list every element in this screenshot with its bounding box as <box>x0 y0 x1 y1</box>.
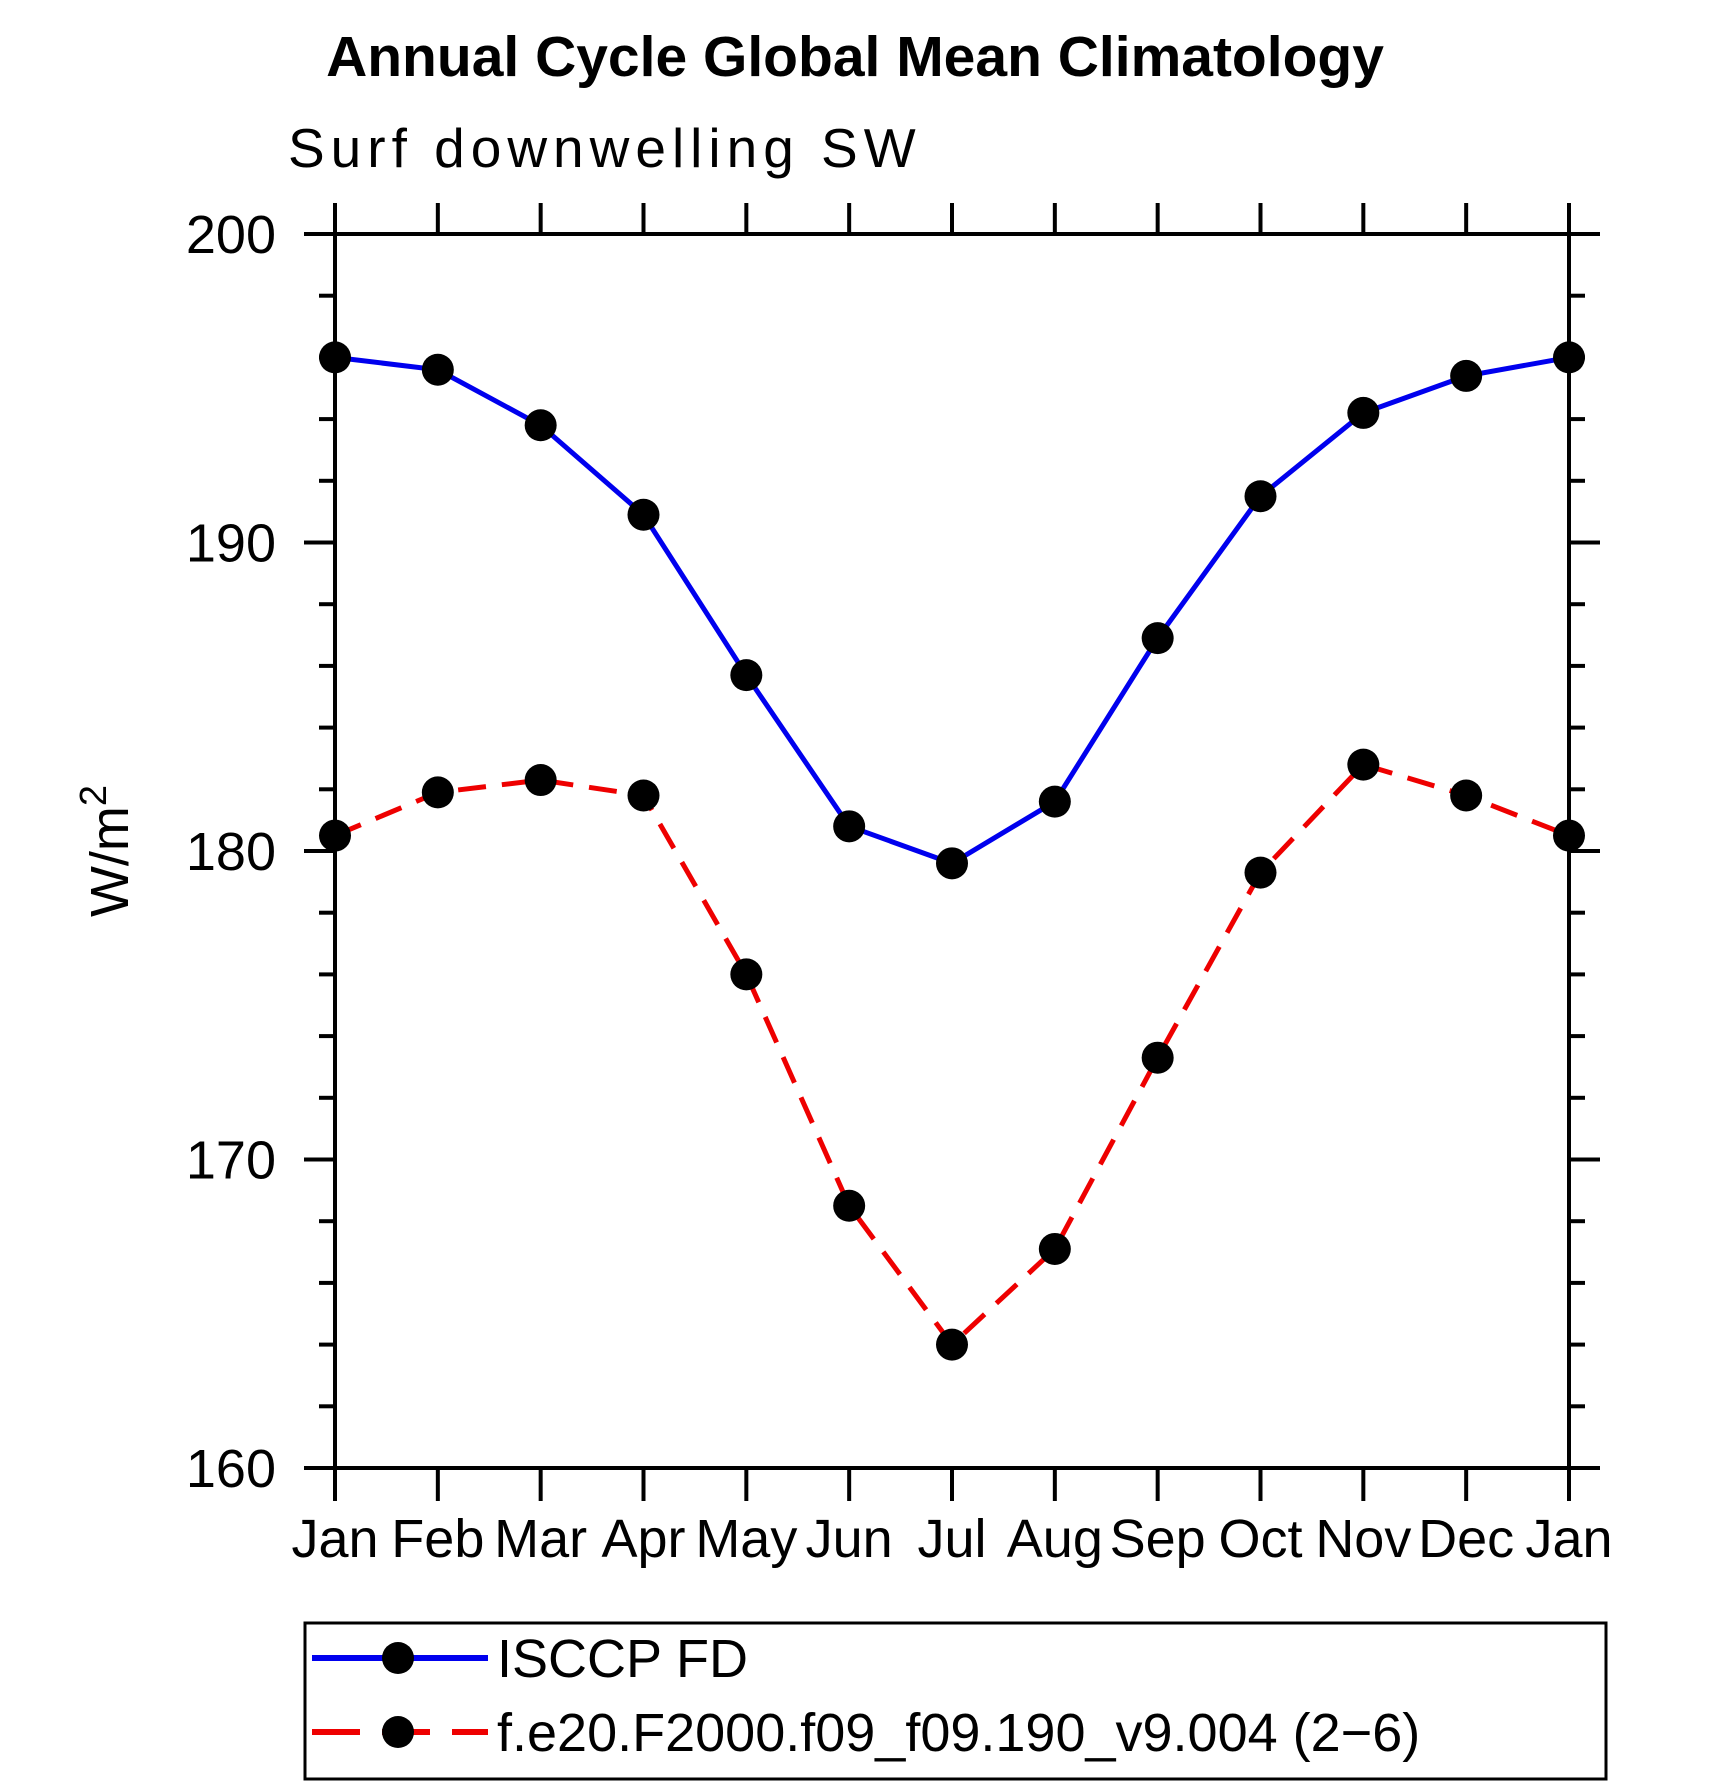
legend-marker-icon <box>382 1642 414 1674</box>
data-point-marker <box>833 1189 866 1222</box>
data-point-marker <box>524 409 557 442</box>
legend-label-model: f.e20.F2000.f09_f09.190_v9.004 (2−6) <box>497 1703 1420 1763</box>
x-tick-label: Jan <box>291 1509 378 1569</box>
y-tick-label: 170 <box>186 1131 276 1191</box>
x-axis-tick-labels: Jan Feb Mar Apr May Jun Jul Aug Sep Oct Nov Dec Jan <box>291 1509 1612 1569</box>
legend-marker-icon <box>382 1716 414 1748</box>
data-point-marker <box>1553 819 1585 852</box>
x-tick-label: Jul <box>917 1509 986 1569</box>
x-tick-label: Apr <box>601 1509 685 1569</box>
y-tick-label: 200 <box>186 205 276 265</box>
chart-title: Annual Cycle Global Mean Climatology <box>326 25 1384 89</box>
data-point-marker <box>936 1328 968 1361</box>
series-0-line <box>334 354 1570 867</box>
x-tick-label: Sep <box>1110 1509 1206 1569</box>
chart-subtitle: Surf downwelling SW <box>288 117 922 179</box>
data-point-marker <box>1450 779 1483 812</box>
series-1 <box>319 748 1585 1361</box>
x-tick-label: Aug <box>1007 1509 1103 1569</box>
series-0 <box>319 341 1585 880</box>
data-point-marker <box>1244 856 1277 889</box>
data-point-marker <box>730 958 763 991</box>
x-tick-label: Nov <box>1315 1509 1411 1569</box>
x-tick-label: Oct <box>1218 1509 1302 1569</box>
data-point-marker <box>833 810 866 843</box>
x-tick-label: Mar <box>494 1509 587 1569</box>
data-point-marker <box>1347 396 1380 429</box>
data-point-marker <box>524 764 557 797</box>
data-point-marker <box>627 779 660 812</box>
data-point-marker <box>1553 341 1585 374</box>
data-point-marker <box>1141 1041 1174 1074</box>
x-tick-label: Jan <box>1525 1509 1612 1569</box>
y-tick-label: 190 <box>186 514 276 574</box>
y-tick-label: 180 <box>186 822 276 882</box>
x-tick-label: Jun <box>806 1509 893 1569</box>
data-point-marker <box>1038 1232 1071 1265</box>
data-point-marker <box>627 498 660 531</box>
legend-box <box>303 1621 1608 1781</box>
data-point-marker <box>319 341 351 374</box>
data-point-marker <box>421 353 454 386</box>
legend-label-isccp: ISCCP FD <box>497 1629 748 1689</box>
data-point-marker <box>730 659 763 692</box>
data-point-marker <box>319 819 351 852</box>
x-tick-label: Dec <box>1418 1509 1514 1569</box>
data-point-marker <box>1347 748 1380 781</box>
data-point-marker <box>1450 359 1483 392</box>
x-tick-label: May <box>695 1509 797 1569</box>
x-tick-label: Feb <box>391 1509 484 1569</box>
data-point-marker <box>936 847 968 880</box>
data-point-marker <box>421 776 454 809</box>
data-point-marker <box>1244 480 1277 513</box>
y-axis-title: W/m2 <box>73 785 140 917</box>
data-point-marker <box>1141 622 1174 655</box>
y-tick-label: 160 <box>186 1439 276 1499</box>
y-axis-tick-labels: 200 190 180 170 160 <box>186 205 276 1499</box>
data-point-marker <box>1038 785 1071 818</box>
legend: ISCCP FD f.e20.F2000.f09_f09.190_v9.004 … <box>303 1621 1608 1781</box>
